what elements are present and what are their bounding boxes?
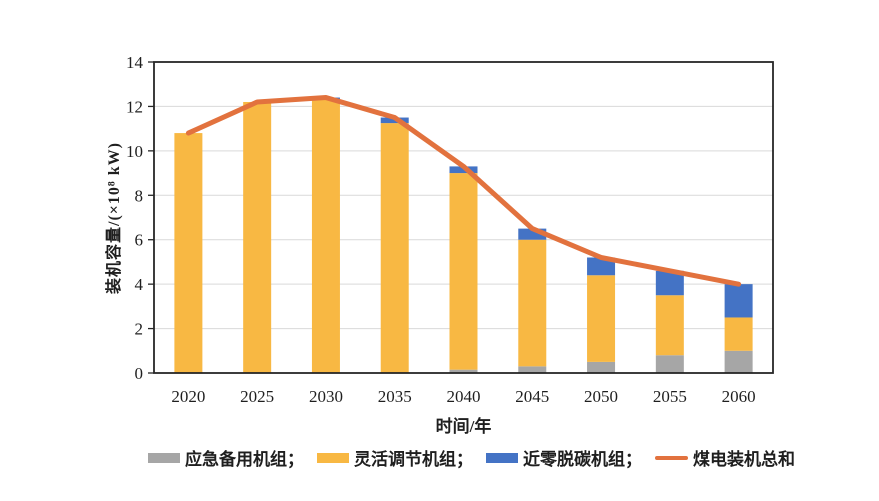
y-tick-label: 8 (135, 186, 144, 205)
x-tick-label: 2035 (378, 387, 412, 406)
legend-item-total-line: 煤电装机总和 (655, 445, 795, 470)
legend-item-emergency-backup: 应急备用机组； (148, 445, 304, 470)
bar-segment (380, 123, 409, 373)
y-axis-title: 装机容量/(×10⁸ kW) (106, 142, 123, 294)
legend-label: 灵活调节机组； (354, 450, 473, 469)
blue-swatch-icon (486, 452, 518, 463)
y-tick-label: 2 (135, 320, 144, 339)
bar-segment (655, 295, 684, 356)
x-tick-label: 2060 (722, 387, 756, 406)
bar-segment (311, 99, 340, 373)
orange-line-icon (655, 455, 688, 460)
x-axis-title: 时间/年 (435, 417, 492, 436)
y-tick-label: 14 (126, 53, 144, 72)
gray-swatch-icon (148, 452, 180, 463)
legend-item-near-zero-decarb: 近零脱碳机组； (486, 445, 642, 470)
plot-frame (153, 61, 774, 374)
x-tick-label: 2020 (171, 387, 205, 406)
legend-label: 近零脱碳机组； (523, 450, 642, 469)
total-line (185, 95, 742, 287)
y-tick-label: 10 (126, 142, 143, 161)
bar-segment (587, 361, 616, 373)
x-tick-label: 2050 (584, 387, 618, 406)
bar-segment (449, 173, 478, 370)
bar-segment (724, 350, 753, 373)
legend-label: 应急备用机组； (185, 450, 304, 469)
x-tick-label: 2040 (447, 387, 481, 406)
y-tick-label: 6 (135, 231, 144, 250)
bar-segment (243, 101, 272, 373)
legend-item-flexible: 灵活调节机组； (317, 445, 473, 470)
legend-label: 煤电装机总和 (693, 450, 795, 469)
x-tick-label: 2055 (653, 387, 687, 406)
bar-segment (724, 317, 753, 351)
bar-segment (724, 284, 753, 318)
x-tick-label: 2045 (515, 387, 549, 406)
bar-segment (518, 228, 547, 240)
legend: 应急备用机组； 灵活调节机组； 近零脱碳机组； 煤电装机总和 (148, 445, 795, 470)
yellow-swatch-icon (317, 452, 349, 463)
bar-segment (174, 133, 203, 373)
bar-segment (518, 366, 547, 373)
bar-segment (449, 369, 478, 373)
x-tick-label: 2025 (240, 387, 274, 406)
bar-segment (587, 257, 616, 276)
bar-segment (655, 355, 684, 373)
bar-segment (518, 239, 547, 367)
y-tick-label: 12 (126, 97, 143, 116)
y-tick-label: 0 (135, 364, 144, 383)
bar-segment (587, 275, 616, 362)
plot-area: 0 2 4 6 8 10 12 14 2020 2025 2030 2035 2040 2045 2050 2… (126, 53, 774, 406)
x-tick-label: 2030 (309, 387, 343, 406)
y-tick-label: 4 (135, 275, 144, 294)
